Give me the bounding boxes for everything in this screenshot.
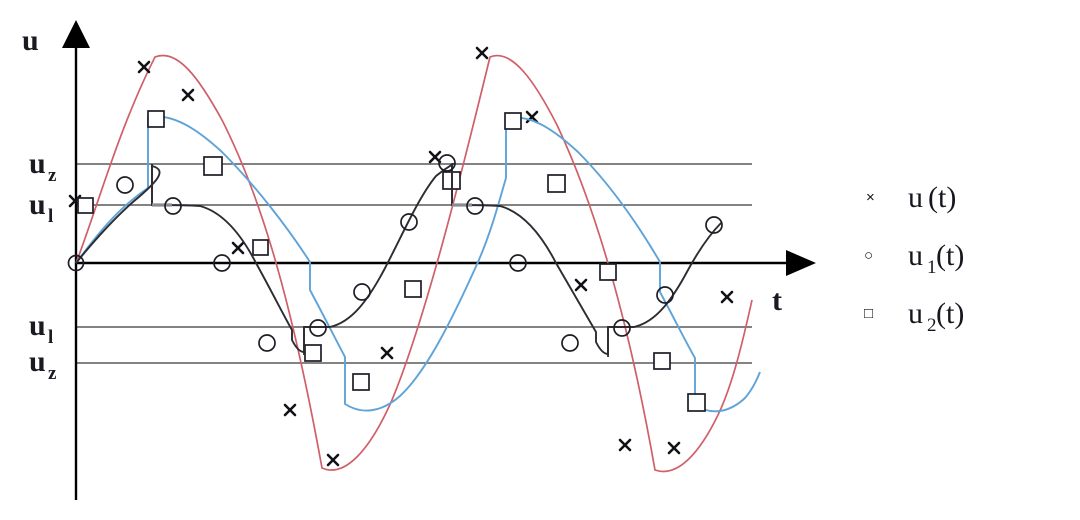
series-u2-curve	[75, 115, 761, 413]
square-marker	[352, 373, 370, 391]
legend-item-u2[interactable]: □ u 2 (t)	[864, 297, 964, 336]
legend-label-suffix: (t)	[928, 181, 956, 214]
x-marker	[137, 60, 151, 74]
square-marker	[404, 280, 422, 298]
x-marker	[618, 438, 632, 452]
legend-item-u1[interactable]: ○ u 1 (t)	[864, 239, 964, 278]
y-tick-label-ul-lower: u l	[29, 309, 53, 348]
y-axis	[62, 20, 90, 500]
series-u-markers	[68, 46, 734, 467]
legend-label-base: u	[908, 297, 923, 330]
y-tick-label-uz-upper: u z	[29, 147, 57, 186]
x-axis-title: t	[772, 284, 782, 317]
series-u2-markers	[77, 110, 706, 412]
square-marker	[687, 393, 706, 412]
circle-marker	[613, 319, 631, 337]
circle-marker	[438, 154, 456, 172]
circle-marker	[561, 334, 579, 352]
legend-label-subscript: 2	[927, 315, 937, 336]
x-marker	[475, 46, 489, 60]
tick-subscript: z	[48, 165, 57, 186]
legend: × u (t) ○ u 1 (t) □ u 2 (t)	[864, 181, 964, 336]
circle-marker	[400, 213, 418, 231]
square-marker	[147, 110, 165, 128]
x-marker	[667, 441, 681, 455]
circle-marker	[164, 197, 182, 215]
square-marker	[304, 344, 322, 362]
x-axis	[76, 250, 816, 276]
circle-marker-icon: ○	[864, 247, 873, 264]
x-marker	[574, 278, 588, 292]
tick-base: u	[29, 188, 46, 221]
y-axis-title: u	[22, 24, 39, 57]
x-marker	[326, 453, 340, 467]
series-u1-step-connectors	[151, 164, 609, 357]
y-tick-label-ul-upper: u l	[29, 188, 53, 227]
square-marker	[653, 352, 671, 370]
x-marker-icon: ×	[866, 189, 875, 206]
square-marker	[547, 174, 566, 193]
x-axis-arrowhead	[786, 250, 816, 276]
circle-marker	[213, 254, 231, 272]
tick-base: u	[29, 147, 46, 180]
legend-label-base: u	[908, 239, 923, 272]
series-u1-markers	[67, 154, 723, 352]
square-marker	[504, 112, 522, 130]
circle-marker	[67, 254, 85, 272]
series-u-curve	[75, 54, 753, 473]
square-marker	[203, 156, 223, 176]
square-marker	[252, 239, 269, 256]
circle-marker	[258, 334, 276, 352]
x-marker	[231, 241, 245, 255]
y-tick-label-uz-lower: u z	[29, 345, 57, 384]
circle-marker	[309, 319, 327, 337]
square-marker	[599, 263, 617, 281]
y-axis-arrowhead	[62, 20, 90, 48]
legend-label-suffix: (t)	[936, 297, 964, 330]
x-marker	[181, 88, 195, 102]
circle-marker	[705, 216, 723, 234]
square-marker-icon: □	[864, 305, 873, 322]
circle-marker	[353, 283, 371, 301]
tick-subscript: z	[48, 363, 57, 384]
x-marker	[380, 346, 394, 360]
circle-marker	[116, 176, 134, 194]
tick-subscript: l	[48, 327, 53, 348]
tick-base: u	[29, 309, 46, 342]
circle-marker	[656, 286, 674, 304]
tick-base: u	[29, 345, 46, 378]
legend-label-base: u	[908, 181, 923, 214]
x-marker	[283, 403, 297, 417]
x-marker	[428, 150, 442, 164]
legend-label-suffix: (t)	[936, 239, 964, 272]
circle-marker	[509, 254, 527, 272]
square-marker	[77, 197, 94, 214]
tick-subscript: l	[48, 206, 53, 227]
legend-item-u[interactable]: × u (t)	[866, 181, 956, 214]
x-marker	[720, 290, 734, 304]
legend-label-subscript: 1	[927, 257, 937, 278]
circle-marker	[466, 197, 484, 215]
